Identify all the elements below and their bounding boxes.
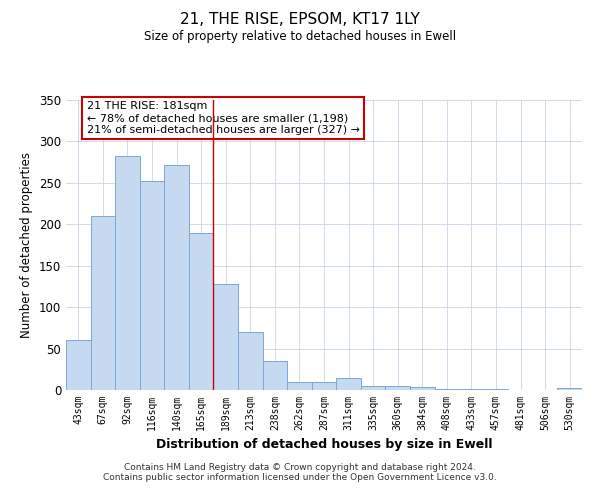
Bar xyxy=(484,389,508,390)
Bar xyxy=(189,234,214,390)
Y-axis label: Number of detached properties: Number of detached properties xyxy=(20,152,34,338)
Bar xyxy=(410,386,434,390)
Bar xyxy=(287,382,312,390)
Bar xyxy=(459,389,484,390)
Bar xyxy=(214,284,238,390)
Bar xyxy=(336,378,361,390)
Bar xyxy=(557,388,582,390)
Text: 21, THE RISE, EPSOM, KT17 1LY: 21, THE RISE, EPSOM, KT17 1LY xyxy=(180,12,420,28)
Bar xyxy=(312,382,336,390)
Bar xyxy=(238,332,263,390)
Bar xyxy=(263,361,287,390)
Bar xyxy=(140,181,164,390)
Bar xyxy=(66,340,91,390)
Bar xyxy=(91,216,115,390)
Bar xyxy=(385,386,410,390)
X-axis label: Distribution of detached houses by size in Ewell: Distribution of detached houses by size … xyxy=(156,438,492,452)
Bar xyxy=(115,156,140,390)
Text: Size of property relative to detached houses in Ewell: Size of property relative to detached ho… xyxy=(144,30,456,43)
Text: Contains HM Land Registry data © Crown copyright and database right 2024.
Contai: Contains HM Land Registry data © Crown c… xyxy=(103,463,497,482)
Bar xyxy=(361,386,385,390)
Bar xyxy=(164,164,189,390)
Text: 21 THE RISE: 181sqm
← 78% of detached houses are smaller (1,198)
21% of semi-det: 21 THE RISE: 181sqm ← 78% of detached ho… xyxy=(86,102,359,134)
Bar xyxy=(434,389,459,390)
